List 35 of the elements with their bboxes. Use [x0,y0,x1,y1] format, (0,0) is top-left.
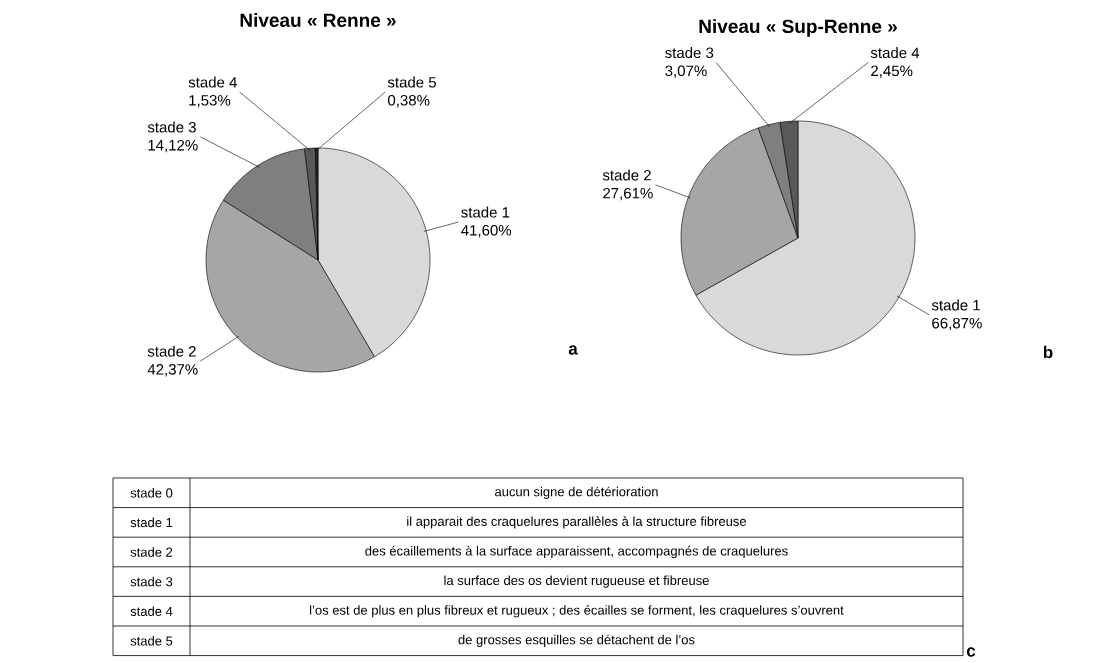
slice-label: stade 1 [931,299,980,311]
slice-label: stade 2 [147,345,196,357]
text: il apparait des craquelures parallèles à la structure fibreuse [407,516,747,529]
data-label: 14,12% [148,139,198,153]
data-label: 27,61% [603,187,653,201]
text: b [1043,345,1053,359]
slice-label: stade 2 [602,169,651,181]
data-label: 66,87% [932,317,982,331]
data-label: 3,07% [665,65,707,78]
category-label: stade 0 [130,488,173,498]
data-label: 42,37% [147,364,198,377]
text: a [568,345,578,355]
category-label: stade 4 [130,606,173,616]
text: aucun signe de détérioration [495,486,658,499]
data-label: 41,60% [461,225,512,238]
category-label: stade 2 [130,547,173,557]
text: de grosses esquilles se détachent de l’os [458,634,695,647]
text: l’os est de plus en plus fibreux et rugueux ; des écailles se forment, les craquelures s’ouvrent [310,605,844,618]
slice-label: stade 3 [147,121,196,133]
chart-title: Niveau « Sup-Renne » [699,19,897,37]
slice-label: stade 4 [870,47,920,59]
category-label: stade 3 [130,576,173,587]
chart-title: Niveau « Renne » [240,13,396,27]
data-label: 0,38% [387,94,430,108]
slice-label: stade 4 [188,76,237,88]
text: des écaillements à la surface apparaissent, accompagnés de craquelures [365,545,788,559]
text: la surface des os devient rugueuse et fibreuse [444,575,709,588]
category-label: stade 5 [130,636,173,646]
data-label: 1,53% [189,94,231,108]
slice-label: stade 1 [461,206,510,218]
slice-label: stade 3 [665,47,714,59]
slice-label: stade 5 [387,76,436,88]
text: c [966,647,976,657]
data-label: 2,45% [871,65,913,78]
category-label: stade 1 [130,517,173,528]
